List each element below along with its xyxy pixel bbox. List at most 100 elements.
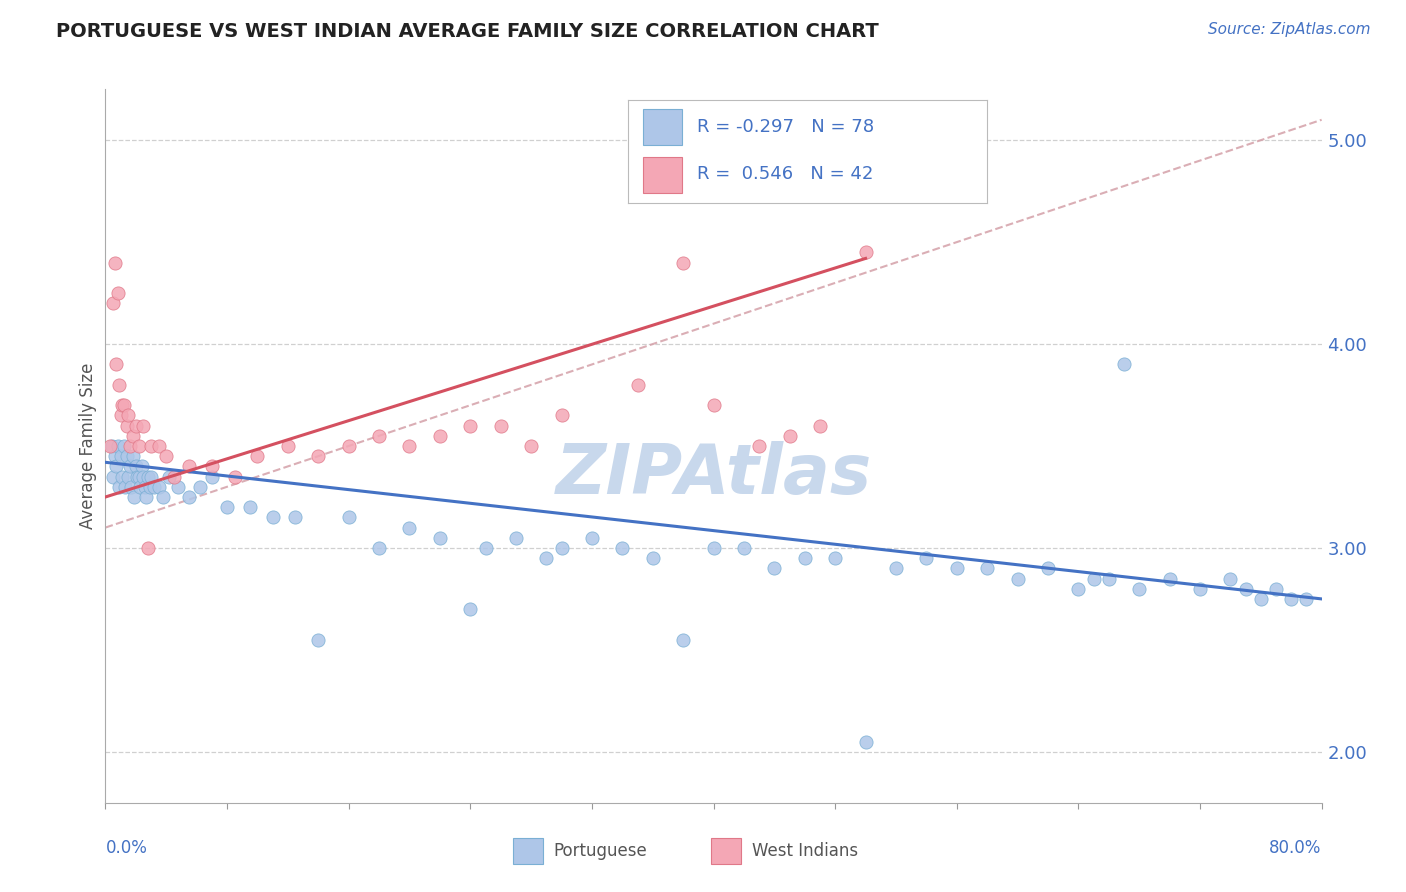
Text: R =  0.546   N = 42: R = 0.546 N = 42 — [696, 165, 873, 184]
Point — [136, 469, 159, 483]
Point — [505, 531, 527, 545]
Point — [117, 469, 139, 483]
Point — [131, 459, 153, 474]
Point — [458, 602, 481, 616]
Point — [167, 480, 190, 494]
Point — [1112, 358, 1135, 372]
Point — [337, 439, 360, 453]
Text: West Indians: West Indians — [751, 842, 858, 860]
Point — [121, 429, 143, 443]
Point — [307, 632, 329, 647]
Point — [808, 418, 831, 433]
Point — [114, 480, 136, 494]
Point — [368, 541, 391, 555]
Point — [1067, 582, 1090, 596]
Point — [148, 439, 170, 453]
Point — [672, 255, 695, 269]
Point — [612, 541, 634, 555]
Point — [474, 541, 496, 555]
Point — [98, 439, 121, 453]
Point — [779, 429, 801, 443]
Point — [201, 469, 224, 483]
Point — [398, 439, 420, 453]
Bar — [513, 838, 543, 864]
Point — [127, 469, 149, 483]
Point — [143, 480, 166, 494]
Point — [1098, 572, 1121, 586]
Point — [128, 439, 150, 453]
Point — [115, 449, 138, 463]
Point — [1189, 582, 1212, 596]
Point — [429, 531, 451, 545]
Point — [177, 459, 200, 474]
Point — [489, 418, 512, 433]
Point — [1036, 561, 1059, 575]
Point — [132, 469, 155, 483]
Point — [520, 439, 543, 453]
Point — [163, 469, 186, 483]
Bar — [643, 109, 682, 145]
Point — [672, 632, 695, 647]
Point — [118, 439, 141, 453]
Point — [105, 358, 128, 372]
Text: 80.0%: 80.0% — [1270, 839, 1322, 857]
Point — [641, 551, 664, 566]
Point — [307, 449, 329, 463]
Point — [884, 561, 907, 575]
Point — [246, 449, 269, 463]
Point — [155, 449, 177, 463]
Point — [855, 734, 877, 748]
Point — [103, 449, 125, 463]
Point — [101, 296, 124, 310]
Point — [124, 490, 146, 504]
Point — [201, 459, 224, 474]
Point — [1250, 591, 1272, 606]
Point — [550, 541, 572, 555]
Point — [915, 551, 938, 566]
Point — [626, 377, 648, 392]
Point — [793, 551, 815, 566]
Point — [177, 490, 200, 504]
Y-axis label: Average Family Size: Average Family Size — [79, 363, 97, 529]
Point — [134, 480, 156, 494]
Point — [148, 480, 170, 494]
Point — [111, 469, 134, 483]
Point — [136, 541, 159, 555]
Point — [108, 377, 131, 392]
Point — [429, 429, 451, 443]
Text: Portuguese: Portuguese — [554, 842, 647, 860]
Point — [748, 439, 770, 453]
Point — [139, 469, 162, 483]
Point — [100, 439, 122, 453]
Point — [1295, 591, 1317, 606]
Bar — [711, 838, 741, 864]
Point — [125, 418, 148, 433]
Point — [217, 500, 239, 515]
Text: ZIPAtlas: ZIPAtlas — [555, 441, 872, 508]
Point — [1234, 582, 1257, 596]
Point — [157, 469, 180, 483]
Point — [108, 480, 131, 494]
Point — [976, 561, 998, 575]
Point — [101, 469, 124, 483]
Point — [368, 429, 391, 443]
Point — [115, 418, 138, 433]
Text: PORTUGUESE VS WEST INDIAN AVERAGE FAMILY SIZE CORRELATION CHART: PORTUGUESE VS WEST INDIAN AVERAGE FAMILY… — [56, 22, 879, 41]
Text: R = -0.297   N = 78: R = -0.297 N = 78 — [696, 118, 873, 136]
Point — [262, 510, 284, 524]
Point — [110, 409, 132, 423]
Text: 0.0%: 0.0% — [105, 839, 148, 857]
Point — [224, 469, 246, 483]
Point — [111, 398, 134, 412]
Point — [284, 510, 307, 524]
Point — [129, 480, 152, 494]
Bar — [643, 157, 682, 193]
Point — [398, 520, 420, 534]
Point — [1219, 572, 1241, 586]
Point — [118, 459, 141, 474]
Point — [128, 469, 150, 483]
Point — [1007, 572, 1029, 586]
Point — [107, 286, 129, 301]
Point — [117, 409, 139, 423]
Point — [112, 439, 135, 453]
